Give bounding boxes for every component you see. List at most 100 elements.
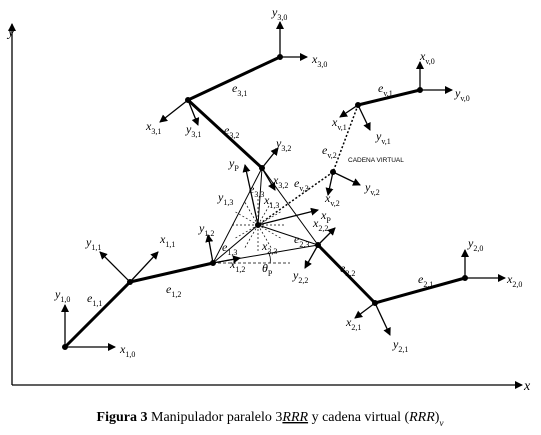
label: e3,1 <box>232 81 247 98</box>
label-sub: v,1 <box>381 137 390 146</box>
label-base: x <box>145 119 152 133</box>
label: e3,2 <box>224 123 239 140</box>
joint <box>255 222 261 228</box>
label-sub: v,2 <box>330 199 339 208</box>
frame-axis <box>159 99 189 123</box>
link <box>129 261 214 284</box>
label: xv,0 <box>419 49 435 66</box>
label: y3,1 <box>185 122 201 139</box>
frame-axis <box>187 99 200 126</box>
virtual-link <box>257 171 334 226</box>
label: x3,2 <box>272 173 288 190</box>
label: y1,2 <box>198 221 214 238</box>
label-base: e <box>418 272 424 286</box>
joint <box>315 242 321 248</box>
label-base: y <box>292 268 299 282</box>
joint <box>355 102 361 108</box>
label-base: y <box>271 5 278 19</box>
label: y2,2 <box>292 268 308 285</box>
label: y1,0 <box>54 287 70 304</box>
label: x2,2 <box>312 216 328 233</box>
label: e2,2 <box>340 261 355 278</box>
label-sub: 1,0 <box>60 295 70 304</box>
joint <box>62 344 68 350</box>
virtual-chain-note: CADENA VIRTUAL <box>348 157 404 164</box>
label-sub: P <box>234 164 239 173</box>
label-base: x <box>261 239 268 253</box>
label-sub: v,2 <box>370 188 379 197</box>
label-base: e <box>224 123 230 137</box>
label: x1,2 <box>229 257 245 274</box>
label-base: y <box>85 235 92 249</box>
label-base: e <box>340 261 346 275</box>
label-sub: v,2 <box>327 151 336 160</box>
label-sub: v,0 <box>460 94 469 103</box>
label: y2,1 <box>392 337 408 354</box>
label: y1,1 <box>85 235 101 252</box>
label-base: x <box>159 232 166 246</box>
angle-arc <box>267 251 271 264</box>
frame-axis <box>325 171 334 196</box>
label-base: y <box>228 156 235 170</box>
label-sub: 3,1 <box>151 127 161 136</box>
frame-axis <box>304 244 319 269</box>
label-base: θ <box>262 261 268 275</box>
dashed-ray <box>257 200 273 226</box>
caption-text: Manipulador paralelo 3 <box>148 410 283 425</box>
label: y3,2 <box>275 136 291 153</box>
label-base: y <box>375 129 382 143</box>
dashed-ray <box>233 210 259 226</box>
label: θP <box>262 261 273 278</box>
label-base: x <box>506 272 513 286</box>
label-base: x <box>312 216 319 230</box>
label-sub: 1,2 <box>171 290 181 299</box>
label-sub: 2,2 <box>318 224 328 233</box>
label-sub: 1,1 <box>165 240 175 249</box>
label-sub: 2,2 <box>298 276 308 285</box>
frame-axis <box>129 251 159 283</box>
joint <box>417 87 423 93</box>
label: y2,0 <box>467 236 483 253</box>
label-sub: 1,3 <box>227 248 237 257</box>
label: ev,1 <box>378 81 393 98</box>
label-sub: v,1 <box>337 123 346 132</box>
label-sub: v,1 <box>383 89 392 98</box>
label-sub: 3,1 <box>191 130 201 139</box>
label: e1,1 <box>87 291 102 308</box>
label-sub: 3,0 <box>317 60 327 69</box>
label-base: e <box>294 232 300 246</box>
link <box>316 243 377 305</box>
label-sub: 1,1 <box>91 243 101 252</box>
label-sub: 2,1 <box>351 323 361 332</box>
label-base: y <box>454 86 461 100</box>
label-base: y <box>185 122 192 136</box>
label-sub: 2,1 <box>398 345 408 354</box>
caption-sub: v <box>439 418 443 428</box>
frame-axis <box>374 302 391 336</box>
label-sub: 3,3 <box>254 190 264 199</box>
caption-chain: RRR <box>408 410 435 425</box>
frame-axis <box>332 171 361 186</box>
label-base: y <box>275 136 282 150</box>
label-base: x <box>229 257 236 271</box>
label: e1,2 <box>166 282 181 299</box>
dashed-ray <box>257 210 283 226</box>
frame-axis <box>339 104 359 118</box>
dashed-ray <box>243 224 259 250</box>
label: e3,3 <box>249 182 264 199</box>
label-sub: P <box>326 216 331 225</box>
caption: Figura 3 Manipulador paralelo 3RRR y cad… <box>97 410 444 428</box>
label-sub: 2,1 <box>423 280 433 289</box>
label-base: e <box>232 81 238 95</box>
link <box>187 55 281 102</box>
label-sub: v,3 <box>299 184 308 193</box>
label-sub: 3,1 <box>237 89 247 98</box>
label-base: e <box>166 282 172 296</box>
label-sub: 1,2 <box>204 229 214 238</box>
label-sub: 1,1 <box>92 299 102 308</box>
caption-robot: RRR <box>281 410 308 425</box>
label-sub: P <box>268 269 273 278</box>
label-base: x <box>272 173 279 187</box>
label: xP <box>320 208 331 225</box>
label-base: y <box>217 190 224 204</box>
